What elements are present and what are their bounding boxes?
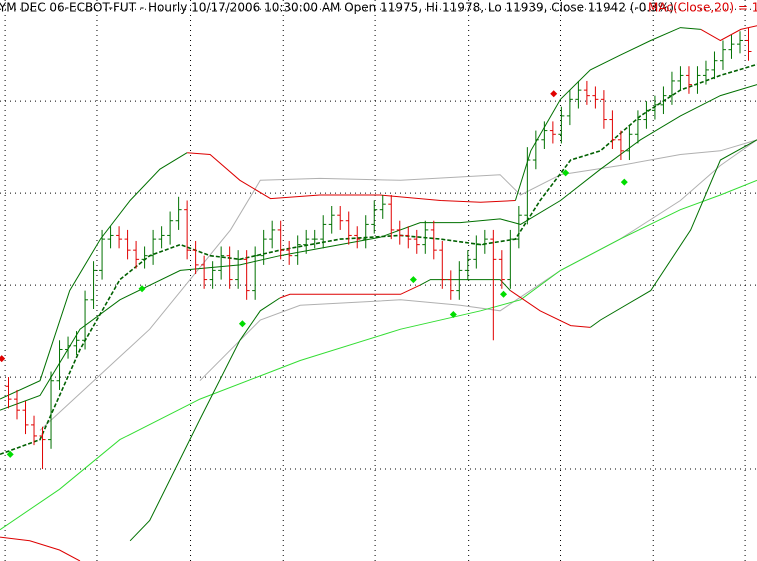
chart-title: -YM DEC 06-ECBOT-FUT - Hourly 10/17/2006… <box>0 1 674 15</box>
indicator-line <box>0 152 188 400</box>
indicator-line <box>39 139 757 431</box>
indicator-line <box>187 152 516 203</box>
signal-marker <box>449 311 457 319</box>
indicator-line <box>510 290 591 328</box>
signal-marker <box>620 178 628 186</box>
indicator-line <box>0 179 757 531</box>
signal-marker <box>6 450 14 458</box>
signal-marker <box>238 320 246 328</box>
plot-area <box>0 25 757 561</box>
indicator-line <box>0 84 757 411</box>
signal-marker <box>500 290 508 298</box>
indicator-line <box>199 139 757 382</box>
indicator-line <box>279 284 421 299</box>
signal-marker <box>138 285 146 293</box>
indicator-line <box>419 279 511 291</box>
indicator-line <box>129 297 281 542</box>
indicator-label: MAc(Close,20) = 12 <box>648 1 757 15</box>
signal-marker <box>0 355 6 363</box>
signal-marker <box>409 276 417 284</box>
indicator-line <box>590 139 757 328</box>
signal-marker <box>550 90 558 98</box>
signal-marker <box>562 169 570 177</box>
indicator-line <box>0 536 81 561</box>
header: -YM DEC 06-ECBOT-FUT - Hourly 10/17/2006… <box>0 1 757 15</box>
